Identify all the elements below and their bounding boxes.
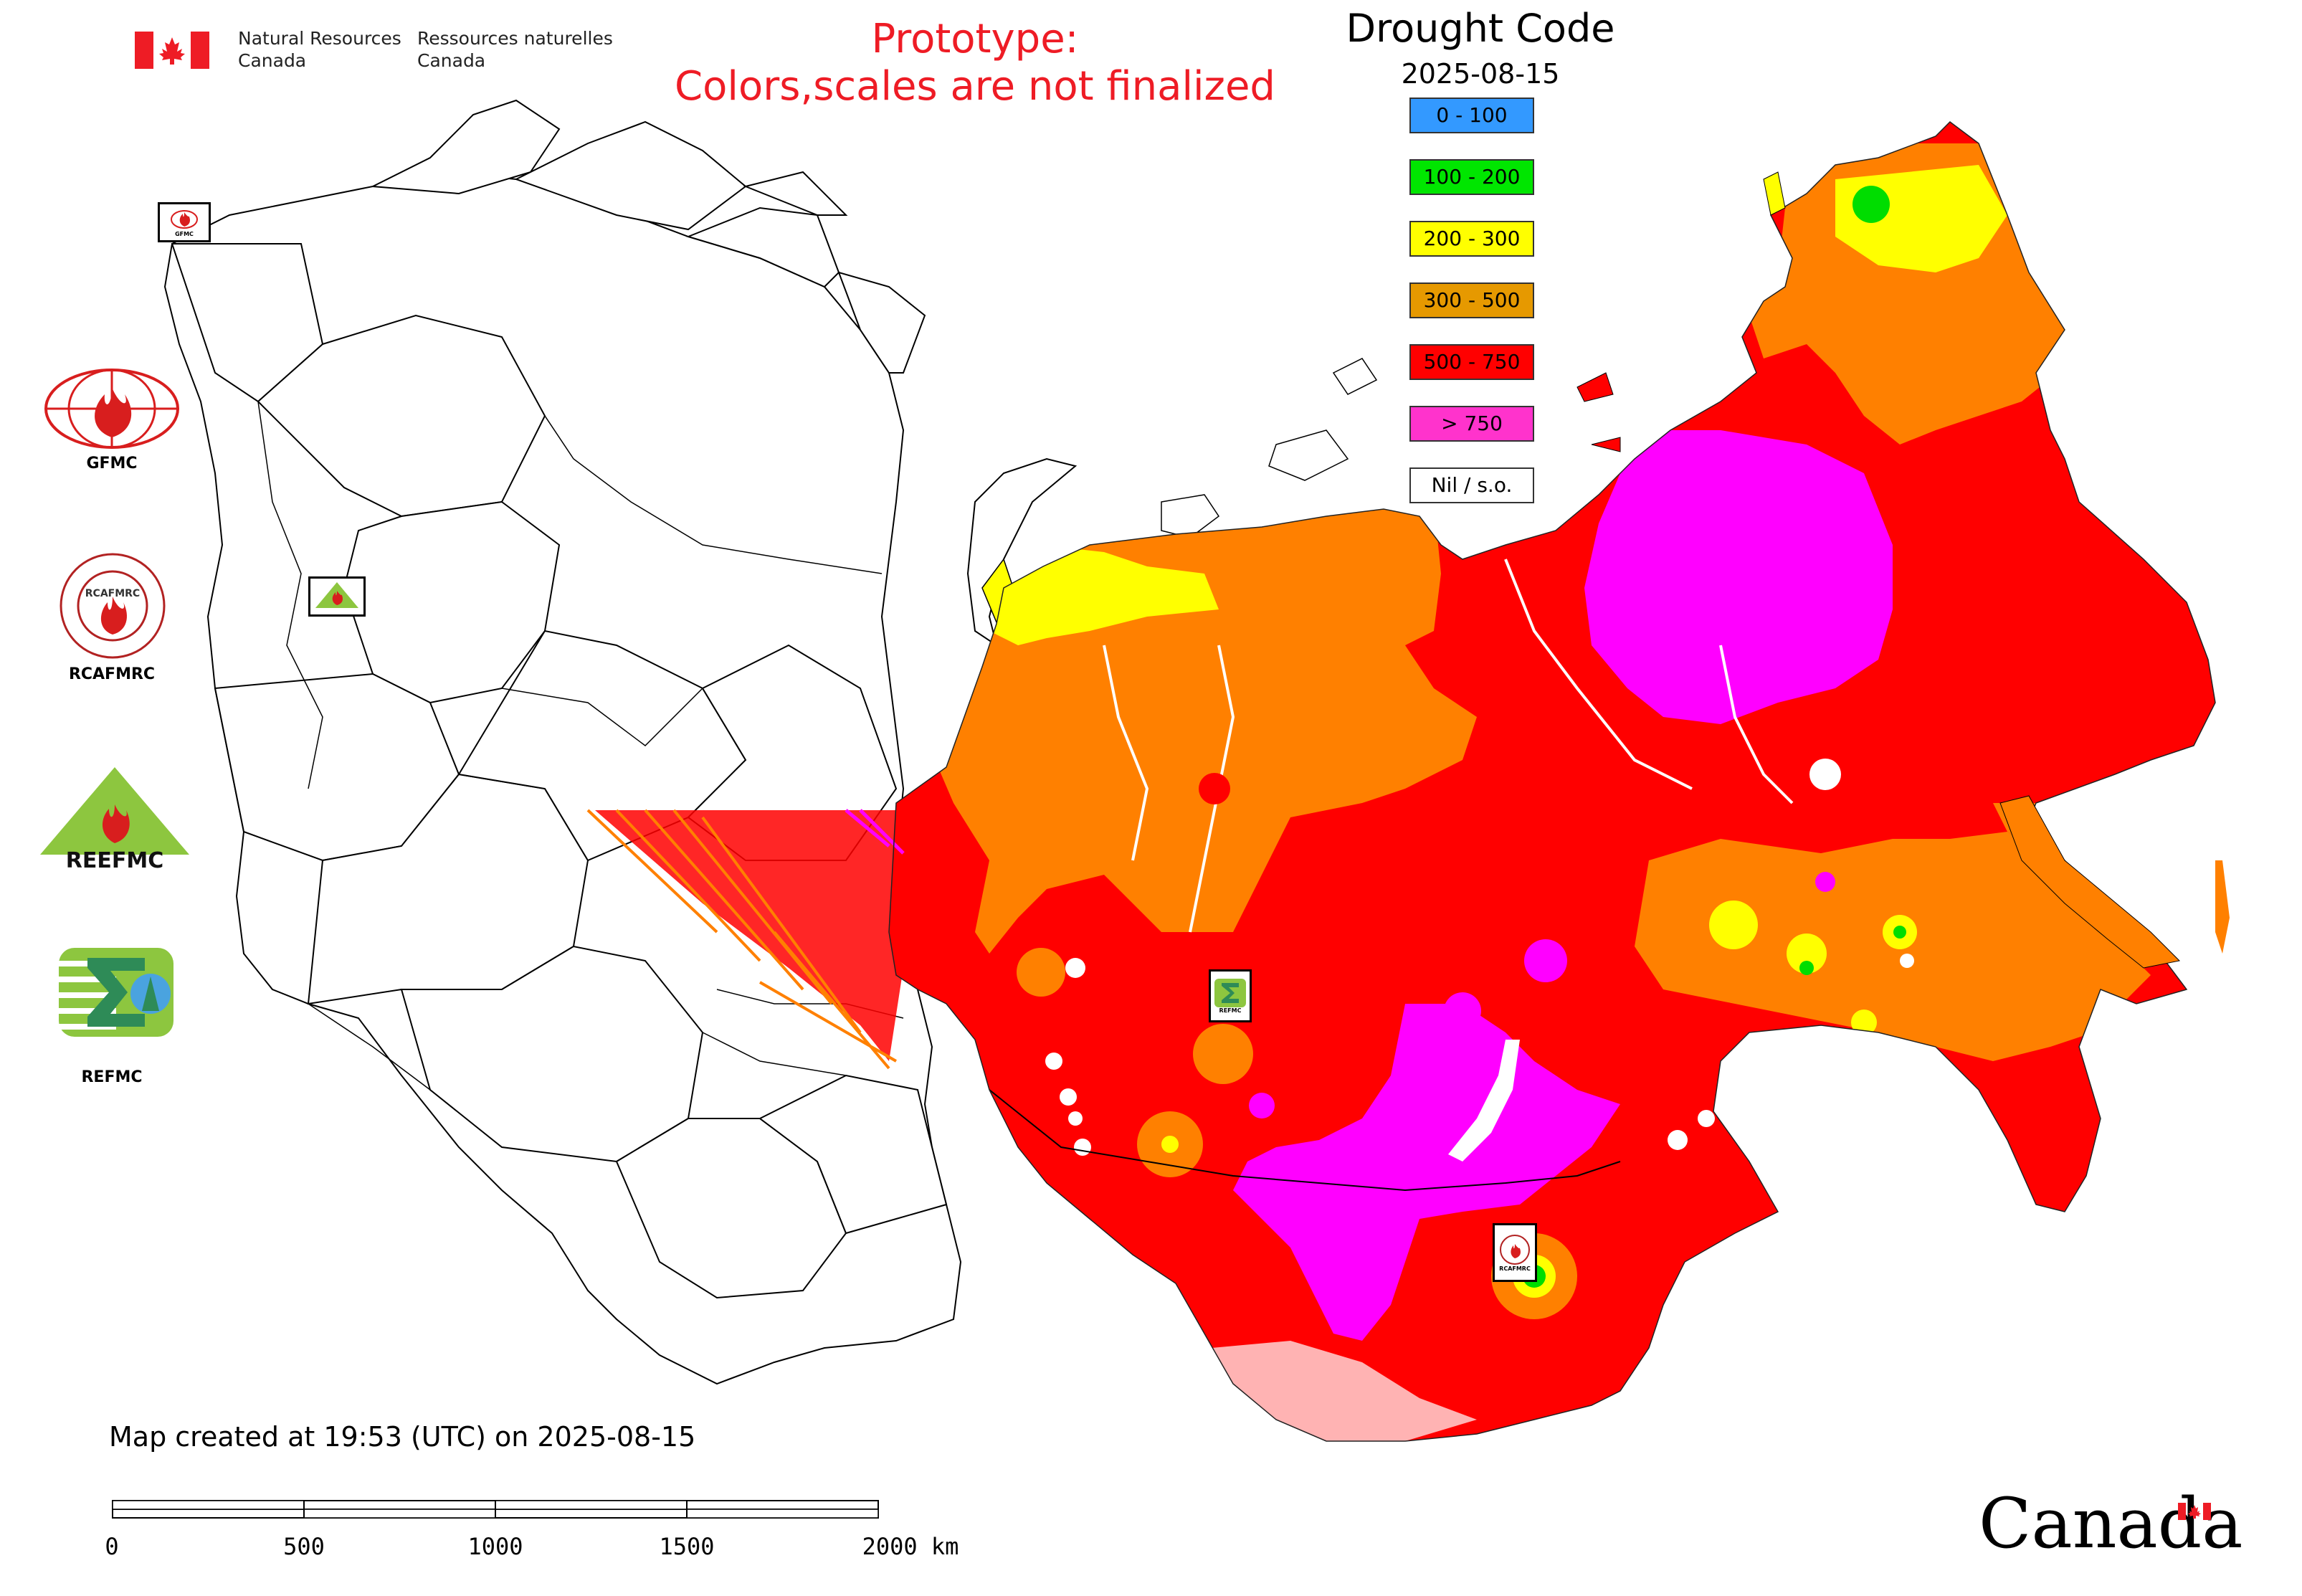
refmc-map-badge: REFMC xyxy=(1209,969,1252,1022)
legend-item-label: 100 - 200 xyxy=(1423,165,1521,189)
internal-boundaries xyxy=(257,401,904,1091)
legend-item-label: > 750 xyxy=(1441,412,1503,435)
gfmc-badge-label: GFMC xyxy=(175,230,194,237)
nrcan-name-en: Natural Resources Canada xyxy=(238,27,401,72)
reefmc-map-badge xyxy=(308,576,366,617)
canada-wordmark-text: Canada xyxy=(1979,1483,2243,1564)
legend-item: 500 - 750 xyxy=(1409,344,1534,380)
sigma-icon xyxy=(1214,978,1246,1007)
legend-item: 0 - 100 xyxy=(1409,98,1534,133)
legend-item: 200 - 300 xyxy=(1409,221,1534,257)
rcafmrc-label: RCAFMRC xyxy=(68,665,156,683)
org-en-line2: Canada xyxy=(238,50,307,71)
scale-label-1000: 1000 xyxy=(467,1533,523,1560)
flame-icon xyxy=(171,209,198,229)
canada-wordmark: Canada xyxy=(1979,1484,2242,1563)
legend-title: Drought Code xyxy=(1346,6,1615,51)
refmc-logo xyxy=(59,948,173,1037)
legend-item: Nil / s.o. xyxy=(1409,467,1534,503)
drought-fill xyxy=(889,122,2215,1441)
country-outlines xyxy=(163,99,962,1385)
wordmark-flag-icon xyxy=(2178,1503,2211,1520)
nrcan-name-fr: Ressources naturelles Canada xyxy=(417,27,613,72)
legend-item-label: 0 - 100 xyxy=(1436,103,1508,127)
eastern-islands xyxy=(1763,171,2230,969)
canada-flag-icon xyxy=(135,32,209,69)
ring-flame-icon xyxy=(1500,1234,1530,1265)
org-fr-line2: Canada xyxy=(417,50,486,71)
svg-text:RCAFMRC: RCAFMRC xyxy=(85,588,140,599)
org-en-line1: Natural Resources xyxy=(238,28,401,49)
refmc-label: REFMC xyxy=(81,1068,143,1086)
refmc-badge-label: REFMC xyxy=(1219,1007,1242,1014)
gfmc-map-badge: GFMC xyxy=(158,202,211,242)
legend-item-label: 500 - 750 xyxy=(1423,350,1521,374)
artifact-streaks xyxy=(586,809,953,1070)
rcafmrc-logo: RCAFMRC xyxy=(60,553,166,659)
triangle-flame-icon xyxy=(315,582,358,608)
legend-item: > 750 xyxy=(1409,406,1534,442)
legend-date: 2025-08-15 xyxy=(1401,58,1560,90)
reefmc-logo: REEFMC xyxy=(40,767,189,872)
rcafmrc-map-badge: RCAFMRC xyxy=(1493,1223,1537,1282)
scale-label-0: 0 xyxy=(105,1533,119,1560)
scale-label-1500: 1500 xyxy=(659,1533,715,1560)
legend-item-label: 200 - 300 xyxy=(1423,227,1521,250)
legend-item-label: Nil / s.o. xyxy=(1431,473,1513,497)
prototype-line1: Prototype: xyxy=(871,16,1079,62)
org-fr-line1: Ressources naturelles xyxy=(417,28,613,49)
rcafmrc-badge-label: RCAFMRC xyxy=(1499,1265,1531,1272)
scale-label-2000: 2000 km xyxy=(862,1533,959,1560)
scale-label-500: 500 xyxy=(283,1533,325,1560)
legend-item: 300 - 500 xyxy=(1409,282,1534,318)
gfmc-logo xyxy=(44,369,179,449)
prototype-line2: Colors,scales are not finalized xyxy=(675,63,1275,110)
scale-bar xyxy=(112,1500,879,1519)
prototype-notice: Prototype: Colors,scales are not finaliz… xyxy=(645,16,1305,110)
svg-text:REEFMC: REEFMC xyxy=(66,848,163,872)
legend-item-label: 300 - 500 xyxy=(1423,288,1521,312)
legend-item: 100 - 200 xyxy=(1409,159,1534,195)
gfmc-label: GFMC xyxy=(86,455,138,472)
arctic-islands xyxy=(966,358,1621,647)
map-created-text: Map created at 19:53 (UTC) on 2025-08-15 xyxy=(109,1421,696,1453)
